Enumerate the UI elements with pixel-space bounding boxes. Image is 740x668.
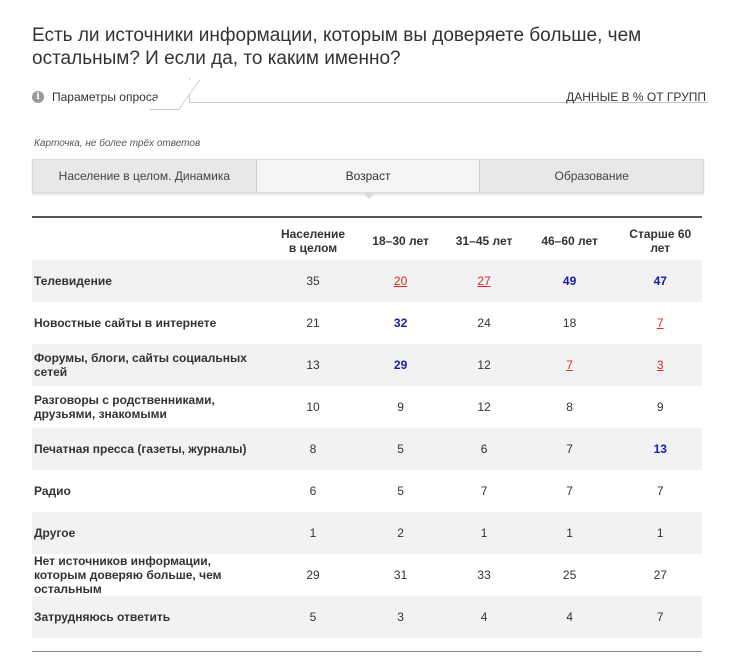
table-cell: 7 [520, 344, 619, 386]
row-label: Форумы, блоги, сайты социальных сетей [32, 344, 273, 386]
table-cell: 29 [353, 344, 448, 386]
info-icon: i [32, 91, 44, 103]
table-cell: 5 [353, 428, 448, 470]
table-cell: 9 [656, 400, 664, 414]
table-cell: 7 [566, 484, 573, 498]
table-cell: 6 [447, 428, 521, 470]
table-row: Телевидение 35 20 27 49 47 [32, 260, 702, 302]
table-cell: 33 [477, 568, 491, 582]
table-cell: 20 [353, 260, 448, 302]
survey-params-bar: i Параметры опроса ДАННЫЕ В % ОТ ГРУПП [28, 78, 708, 118]
table-cell: 7 [520, 428, 619, 470]
table-row: Печатная пресса (газеты, журналы) 8 5 6 7 13 [32, 428, 702, 470]
column-header: 31–45 лет [455, 234, 513, 248]
row-label: Нет источников информации, которым довер… [34, 554, 222, 596]
table-cell: 31 [393, 568, 408, 582]
row-label: Затрудняюсь ответить [32, 596, 273, 638]
table-cell: 1 [520, 512, 619, 554]
row-label: Радио [34, 484, 71, 498]
value-below-average[interactable]: 7 [656, 316, 664, 330]
table-cell: 29 [306, 568, 320, 582]
table-top-rule [32, 216, 702, 218]
page-title: Есть ли источники информации, которым вы… [32, 25, 642, 69]
table-cell: 1 [447, 512, 521, 554]
column-header: Старше 60 лет [629, 227, 692, 255]
table-cell: 13 [272, 344, 354, 386]
table-cell: 32 [354, 302, 448, 344]
table-cell: 10 [306, 400, 320, 414]
table-row: Другое 1 2 1 1 1 [32, 512, 702, 554]
survey-params-label: Параметры опроса [52, 90, 159, 104]
table-cell: 3 [353, 596, 448, 638]
row-label: Новостные сайты в интернете [34, 316, 217, 330]
table-cell: 1 [272, 512, 354, 554]
table-cell: 12 [477, 400, 491, 414]
column-header [32, 222, 272, 260]
divider [28, 102, 708, 103]
table-cell: 18 [562, 316, 577, 330]
table-cell: 7 [656, 484, 664, 498]
value-below-average[interactable]: 3 [656, 358, 664, 372]
column-header: Население в целом [280, 227, 346, 255]
value-above-average: 47 [653, 274, 667, 288]
column-header: 46–60 лет [541, 234, 598, 248]
table-cell: 3 [618, 344, 702, 386]
table-cell: 5 [397, 484, 404, 498]
table-cell: 12 [447, 344, 521, 386]
table-cell: 8 [272, 428, 354, 470]
table-row: Радио 6 5 7 7 7 [32, 470, 702, 512]
value-below-average[interactable]: 20 [393, 274, 408, 288]
row-label: Другое [32, 512, 273, 554]
table-cell: 13 [618, 428, 702, 470]
table-cell: 6 [309, 484, 317, 498]
table-cell: 49 [520, 260, 619, 302]
table-row: Нет источников информации, которым довер… [32, 554, 702, 596]
row-label: Печатная пресса (газеты, журналы) [32, 428, 273, 470]
value-above-average: 29 [393, 358, 408, 372]
card-note: Карточка, не более трёх ответов [34, 138, 201, 149]
table-cell: 27 [653, 568, 667, 582]
value-above-average: 13 [653, 442, 667, 456]
table-cell: 35 [272, 260, 354, 302]
value-above-average: 49 [562, 274, 577, 288]
table-cell: 21 [306, 316, 320, 330]
table-row: Разговоры с родственниками, друзьями, зн… [32, 386, 702, 428]
tab-population-dynamics[interactable]: Население в целом. Динамика [33, 160, 257, 192]
tab-education[interactable]: Образование [554, 169, 629, 183]
value-below-average[interactable]: 27 [477, 274, 491, 288]
table-row: Форумы, блоги, сайты социальных сетей 13 2… [32, 344, 702, 386]
tab-age[interactable]: Возраст [256, 160, 481, 192]
table-cell: 7 [618, 302, 702, 344]
active-tab-pointer [363, 193, 375, 199]
table-body: Телевидение 35 20 27 49 47 Новостные сайты в и… [32, 260, 702, 638]
table-cell: 47 [618, 260, 702, 302]
table-header-row: Население в целом 18–30 лет 31–45 лет 46… [32, 222, 702, 260]
value-above-average: 32 [393, 316, 408, 330]
table-bottom-rule [32, 651, 702, 652]
table-cell: 7 [618, 596, 702, 638]
table-cell: 4 [520, 596, 619, 638]
table-cell: 27 [447, 260, 521, 302]
table-row: Затрудняюсь ответить 5 3 4 4 7 [32, 596, 702, 638]
results-table: Население в целом 18–30 лет 31–45 лет 46… [32, 222, 702, 638]
tab-bar: Население в целом. Динамика Возраст Обра… [32, 159, 704, 193]
table-cell: 2 [353, 512, 448, 554]
table-cell: 8 [566, 400, 573, 414]
row-label: Разговоры с родственниками, друзьями, зн… [34, 393, 215, 421]
table-cell: 1 [618, 512, 702, 554]
column-header: 18–30 лет [372, 234, 429, 248]
table-cell: 4 [447, 596, 521, 638]
row-label: Телевидение [32, 260, 273, 302]
table-cell: 25 [562, 568, 577, 582]
table-cell: 9 [397, 400, 404, 414]
data-units-note: ДАННЫЕ В % ОТ ГРУПП [566, 90, 706, 104]
table-row: Новостные сайты в интернете 21 32 24 18 7 [32, 302, 702, 344]
table-cell: 7 [480, 484, 488, 498]
value-below-average[interactable]: 7 [566, 358, 573, 372]
table-cell: 24 [477, 316, 491, 330]
table-cell: 5 [272, 596, 354, 638]
